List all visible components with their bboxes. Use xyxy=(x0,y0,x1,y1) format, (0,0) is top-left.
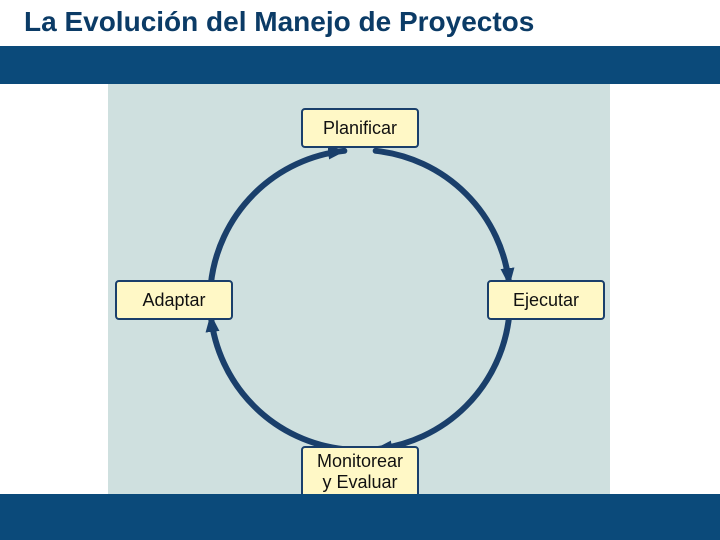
node-ejecutar: Ejecutar xyxy=(487,280,605,320)
node-planificar: Planificar xyxy=(301,108,419,148)
footer-band xyxy=(0,494,720,540)
slide-root: La Evolución del Manejo de Proyectos Pla… xyxy=(0,0,720,540)
node-label: Planificar xyxy=(323,118,397,139)
node-adaptar: Adaptar xyxy=(115,280,233,320)
node-label: Adaptar xyxy=(142,290,205,311)
node-label: Ejecutar xyxy=(513,290,579,311)
node-monitorear: Monitorear y Evaluar xyxy=(301,446,419,498)
node-label: Monitorear y Evaluar xyxy=(317,451,403,492)
